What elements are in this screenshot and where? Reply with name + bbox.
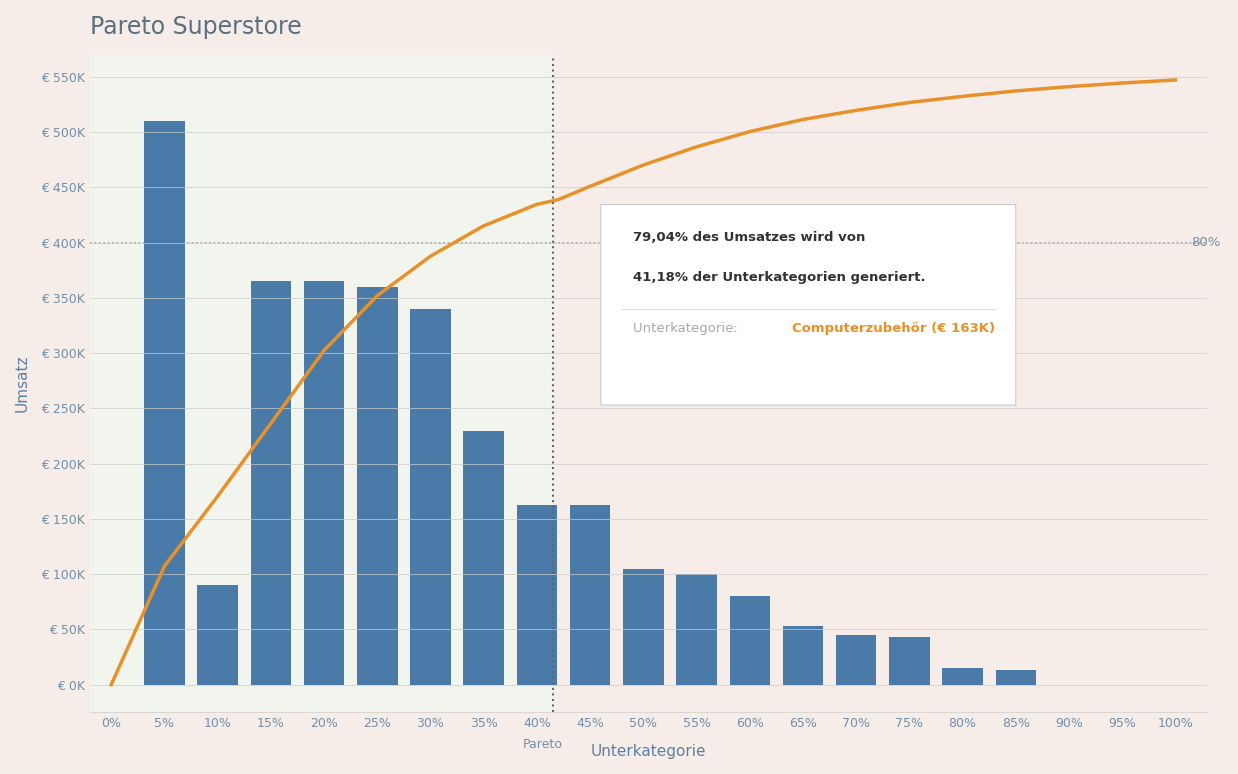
Bar — [197, 585, 238, 685]
Bar — [303, 281, 344, 685]
Bar — [90, 55, 553, 712]
Bar — [553, 55, 1207, 712]
Bar — [623, 569, 664, 685]
Text: Unterkategorie:: Unterkategorie: — [633, 322, 742, 335]
Bar — [729, 596, 770, 685]
Bar — [569, 505, 610, 685]
Bar — [145, 121, 184, 685]
Bar — [889, 637, 930, 685]
Bar — [942, 668, 983, 685]
Bar — [836, 635, 877, 685]
Bar — [250, 281, 291, 685]
Y-axis label: Umsatz: Umsatz — [15, 354, 30, 413]
Text: Pareto Superstore: Pareto Superstore — [90, 15, 302, 39]
Bar — [676, 574, 717, 685]
Bar — [410, 309, 451, 685]
Text: Computerzubehör (€ 163K): Computerzubehör (€ 163K) — [792, 322, 995, 335]
Text: Pareto: Pareto — [522, 738, 562, 751]
FancyBboxPatch shape — [600, 204, 1016, 405]
Bar — [357, 287, 397, 685]
X-axis label: Unterkategorie: Unterkategorie — [591, 744, 707, 759]
Bar — [782, 626, 823, 685]
Bar — [516, 505, 557, 685]
Bar — [995, 670, 1036, 685]
Text: 80%: 80% — [1191, 236, 1221, 249]
Bar — [463, 430, 504, 685]
Text: 79,04% des Umsatzes wird von: 79,04% des Umsatzes wird von — [633, 231, 865, 244]
Text: 41,18% der Unterkategorien generiert.: 41,18% der Unterkategorien generiert. — [633, 271, 925, 284]
